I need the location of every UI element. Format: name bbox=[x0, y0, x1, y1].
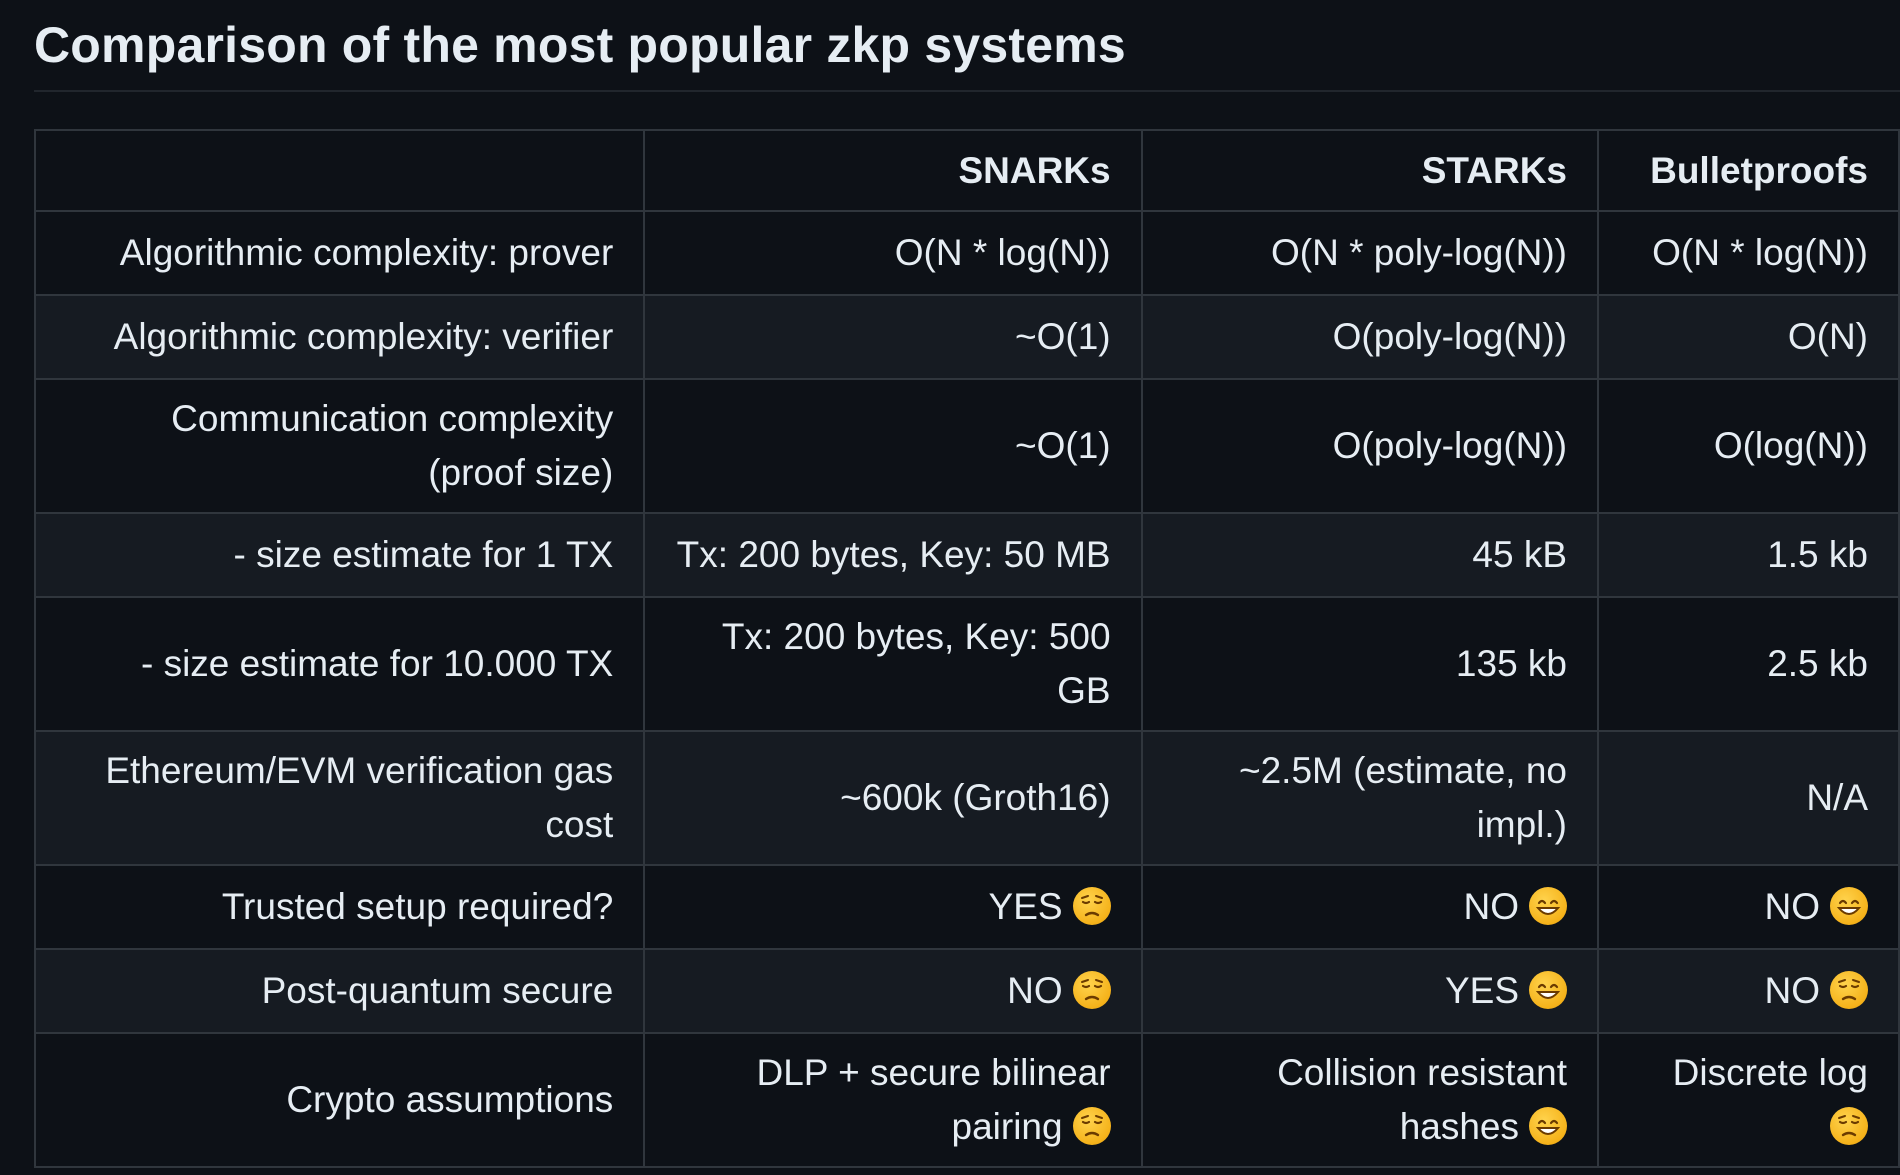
table-cell: O(poly-log(N)) bbox=[1140, 378, 1600, 514]
cell-text: YES bbox=[988, 886, 1063, 927]
table-cell: Discrete log bbox=[1597, 1032, 1900, 1168]
row-label: - size estimate for 10.000 TX bbox=[33, 596, 646, 732]
table-cell: ~O(1) bbox=[643, 378, 1143, 514]
table-row: Algorithmic complexity: prover O(N * log(… bbox=[33, 210, 1900, 296]
grinning-face-icon bbox=[1529, 1107, 1568, 1145]
row-label: Ethereum/EVM verification gas cost bbox=[33, 730, 646, 866]
cell-text: O(N * poly-log(N)) bbox=[1270, 232, 1568, 273]
cell-text: O(log(N)) bbox=[1713, 425, 1868, 466]
grinning-face-icon bbox=[1830, 887, 1868, 925]
row-label-text: Algorithmic complexity: verifier bbox=[113, 316, 614, 357]
cell-text: O(poly-log(N)) bbox=[1332, 425, 1568, 466]
cell-text: O(poly-log(N)) bbox=[1332, 316, 1568, 357]
table-cell: 2.5 kb bbox=[1597, 596, 1900, 732]
row-label: Communication complexity (proof size) bbox=[33, 378, 646, 514]
header-starks: STARKs bbox=[1140, 129, 1600, 212]
table-cell: N/A bbox=[1597, 730, 1900, 866]
table-cell: 1.5 kb bbox=[1597, 512, 1900, 598]
cell-text: 2.5 kb bbox=[1767, 643, 1868, 684]
grinning-face-icon bbox=[1529, 971, 1568, 1009]
row-label: Algorithmic complexity: prover bbox=[33, 210, 646, 296]
table-row: Crypto assumptions DLP + secure bilinear … bbox=[33, 1032, 1900, 1168]
pensive-face-icon bbox=[1072, 1107, 1111, 1145]
header-corner bbox=[33, 129, 646, 212]
row-label-text: Ethereum/EVM verification gas cost bbox=[105, 750, 614, 845]
table-cell: Collision resistant hashes bbox=[1140, 1032, 1600, 1168]
table-header-row: SNARKs STARKs Bulletproofs bbox=[33, 129, 1900, 212]
cell-text: O(N * log(N)) bbox=[894, 232, 1111, 273]
table-row: Communication complexity (proof size) ~O(… bbox=[33, 378, 1900, 514]
row-label: Post-quantum secure bbox=[33, 948, 646, 1034]
row-label-text: Post-quantum secure bbox=[261, 970, 614, 1011]
cell-text: 45 kB bbox=[1472, 534, 1568, 575]
cell-text: DLP + secure bilinear pairing bbox=[756, 1052, 1111, 1147]
cell-text: 1.5 kb bbox=[1767, 534, 1868, 575]
row-label-text: Communication complexity (proof size) bbox=[171, 398, 614, 493]
row-label: Crypto assumptions bbox=[33, 1032, 646, 1168]
pensive-face-icon bbox=[1072, 971, 1111, 1009]
table-cell: O(poly-log(N)) bbox=[1140, 294, 1600, 380]
table-row: Post-quantum secure NO YES NO bbox=[33, 948, 1900, 1034]
page: Comparison of the most popular zkp syste… bbox=[33, 0, 1900, 1168]
row-label: - size estimate for 1 TX bbox=[33, 512, 646, 598]
cell-text: ~600k (Groth16) bbox=[840, 777, 1111, 818]
table-cell: NO bbox=[1597, 864, 1900, 950]
cell-text: ~O(1) bbox=[1014, 316, 1111, 357]
row-label-text: - size estimate for 1 TX bbox=[233, 534, 614, 575]
header-snarks: SNARKs bbox=[643, 129, 1143, 212]
table-row: Algorithmic complexity: verifier ~O(1) O(p… bbox=[33, 294, 1900, 380]
cell-text: NO bbox=[1007, 970, 1063, 1011]
table-cell: Tx: 200 bytes, Key: 500 GB bbox=[643, 596, 1143, 732]
cell-text: Discrete log bbox=[1672, 1052, 1868, 1093]
table-row: Ethereum/EVM verification gas cost ~600k … bbox=[33, 730, 1900, 866]
table-cell: ~2.5M (estimate, no impl.) bbox=[1140, 730, 1600, 866]
pensive-face-icon bbox=[1072, 887, 1111, 925]
cell-text: Tx: 200 bytes, Key: 500 GB bbox=[721, 616, 1111, 711]
table-cell: O(N * poly-log(N)) bbox=[1140, 210, 1600, 296]
table-row: - size estimate for 1 TX Tx: 200 bytes, K… bbox=[33, 512, 1900, 598]
table-cell: NO bbox=[1140, 864, 1600, 950]
table-cell: O(log(N)) bbox=[1597, 378, 1900, 514]
cell-text: O(N * log(N)) bbox=[1652, 232, 1868, 273]
table-row: - size estimate for 10.000 TX Tx: 200 byt… bbox=[33, 596, 1900, 732]
cell-text: NO bbox=[1764, 970, 1821, 1011]
table-cell: NO bbox=[1597, 948, 1900, 1034]
row-label-text: - size estimate for 10.000 TX bbox=[140, 643, 614, 684]
table-cell: DLP + secure bilinear pairing bbox=[643, 1032, 1143, 1168]
row-label: Trusted setup required? bbox=[33, 864, 646, 950]
table-cell: Tx: 200 bytes, Key: 50 MB bbox=[643, 512, 1143, 598]
cell-text: Tx: 200 bytes, Key: 50 MB bbox=[676, 534, 1111, 575]
table-cell: ~O(1) bbox=[643, 294, 1143, 380]
cell-text: NO bbox=[1463, 886, 1520, 927]
row-label-text: Algorithmic complexity: prover bbox=[119, 232, 614, 273]
table-cell: NO bbox=[643, 948, 1143, 1034]
cell-text: Collision resistant hashes bbox=[1277, 1052, 1568, 1147]
cell-text: O(N) bbox=[1787, 316, 1868, 357]
grinning-face-icon bbox=[1529, 887, 1568, 925]
table-cell: ~600k (Groth16) bbox=[643, 730, 1143, 866]
cell-text: ~O(1) bbox=[1014, 425, 1111, 466]
table-cell: YES bbox=[643, 864, 1143, 950]
cell-text: 135 kb bbox=[1455, 643, 1568, 684]
table-cell: 45 kB bbox=[1140, 512, 1600, 598]
row-label-text: Trusted setup required? bbox=[221, 886, 614, 927]
row-label: Algorithmic complexity: verifier bbox=[33, 294, 646, 380]
table-cell: O(N * log(N)) bbox=[643, 210, 1143, 296]
table-cell: 135 kb bbox=[1140, 596, 1600, 732]
comparison-table: SNARKs STARKs Bulletproofs Algorithmic c… bbox=[33, 129, 1900, 1168]
table-cell: O(N) bbox=[1597, 294, 1900, 380]
pensive-face-icon bbox=[1830, 1107, 1868, 1145]
table-row: Trusted setup required? YES NO NO bbox=[33, 864, 1900, 950]
row-label-text: Crypto assumptions bbox=[286, 1079, 614, 1120]
header-bulletproofs: Bulletproofs bbox=[1597, 129, 1900, 212]
cell-text: ~2.5M (estimate, no impl.) bbox=[1239, 750, 1568, 845]
table-cell: O(N * log(N)) bbox=[1597, 210, 1900, 296]
page-title: Comparison of the most popular zkp syste… bbox=[34, 0, 1900, 92]
cell-text: YES bbox=[1444, 970, 1520, 1011]
cell-text: N/A bbox=[1806, 777, 1868, 818]
pensive-face-icon bbox=[1830, 971, 1868, 1009]
table-cell: YES bbox=[1140, 948, 1600, 1034]
cell-text: NO bbox=[1764, 886, 1821, 927]
